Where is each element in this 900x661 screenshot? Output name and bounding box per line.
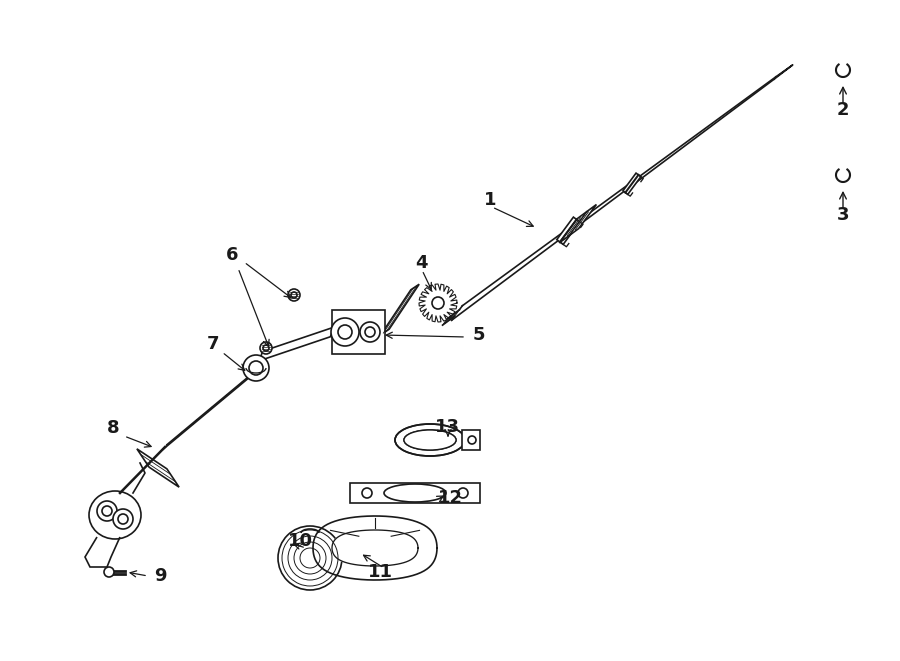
Circle shape xyxy=(97,501,117,521)
Circle shape xyxy=(331,318,359,346)
Circle shape xyxy=(118,514,128,524)
Text: 10: 10 xyxy=(287,532,312,550)
Circle shape xyxy=(458,488,468,498)
Polygon shape xyxy=(419,284,457,322)
Ellipse shape xyxy=(404,430,456,450)
Circle shape xyxy=(468,436,476,444)
Text: 5: 5 xyxy=(472,326,485,344)
Polygon shape xyxy=(623,173,641,194)
Polygon shape xyxy=(452,77,776,320)
Circle shape xyxy=(291,292,297,298)
Circle shape xyxy=(263,345,269,351)
Circle shape xyxy=(249,361,263,375)
Circle shape xyxy=(278,526,342,590)
Polygon shape xyxy=(443,310,459,325)
Polygon shape xyxy=(381,284,419,334)
Circle shape xyxy=(360,322,380,342)
Circle shape xyxy=(102,506,112,516)
Circle shape xyxy=(338,325,352,339)
Polygon shape xyxy=(557,217,580,245)
Ellipse shape xyxy=(384,484,446,502)
Polygon shape xyxy=(332,310,385,354)
Text: 2: 2 xyxy=(837,101,850,119)
Circle shape xyxy=(260,342,272,354)
Polygon shape xyxy=(462,430,480,450)
Text: 3: 3 xyxy=(837,206,850,224)
Circle shape xyxy=(365,327,375,337)
Polygon shape xyxy=(332,530,418,566)
Text: 13: 13 xyxy=(435,418,460,436)
Ellipse shape xyxy=(89,491,141,539)
Ellipse shape xyxy=(395,424,465,456)
Polygon shape xyxy=(559,204,597,243)
Text: 1: 1 xyxy=(484,191,496,209)
Polygon shape xyxy=(137,449,179,487)
Text: 6: 6 xyxy=(226,246,239,264)
Polygon shape xyxy=(163,369,256,449)
Circle shape xyxy=(113,509,133,529)
Text: 8: 8 xyxy=(107,419,120,437)
Text: 11: 11 xyxy=(367,563,392,581)
Circle shape xyxy=(432,297,444,309)
Circle shape xyxy=(362,488,372,498)
Circle shape xyxy=(243,355,269,381)
Circle shape xyxy=(104,567,114,577)
Polygon shape xyxy=(313,516,437,580)
Polygon shape xyxy=(259,327,334,361)
Circle shape xyxy=(288,289,300,301)
Text: 12: 12 xyxy=(437,489,463,507)
Text: 9: 9 xyxy=(154,567,166,585)
Text: 4: 4 xyxy=(415,254,428,272)
Polygon shape xyxy=(350,483,480,503)
Text: 7: 7 xyxy=(207,335,220,353)
